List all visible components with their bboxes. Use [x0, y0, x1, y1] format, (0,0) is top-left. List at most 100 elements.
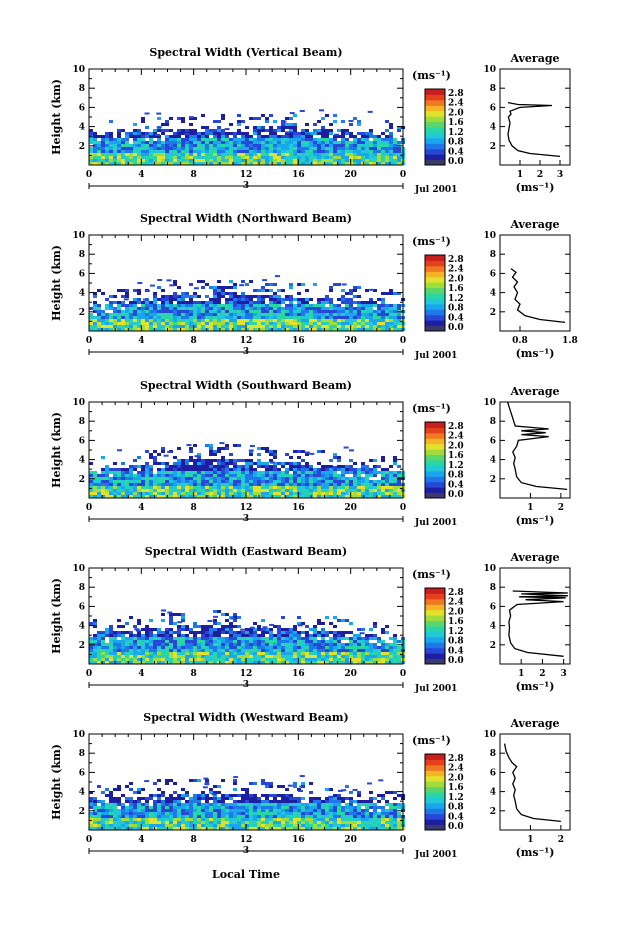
x-tick-label: 12: [240, 835, 253, 845]
heatmap-cells: [89, 109, 405, 165]
colorbar-tick-label: 2.0: [448, 441, 464, 451]
colorbar-segment: [425, 438, 445, 445]
colorbar-segment: [425, 620, 445, 627]
colorbar-tick-label: 0.8: [448, 803, 464, 813]
colorbar-segment: [425, 819, 445, 826]
x-tick-label: 0: [400, 170, 406, 180]
profile-y-tick-label: 4: [490, 289, 496, 299]
colorbar-segment: [425, 764, 445, 771]
profile-y-tick-label: 8: [490, 583, 496, 593]
profile-y-tick-label: 6: [490, 269, 496, 279]
heatmap-cells: [89, 609, 405, 664]
colorbar-segment: [425, 636, 445, 643]
x-tick-label: 4: [138, 835, 144, 845]
y-tick-label: 2: [79, 641, 85, 651]
profile-x-tick-label: 2: [558, 835, 564, 845]
colorbar-tick-label: 0.4: [448, 646, 464, 656]
heatmap-cells: [89, 442, 405, 498]
y-tick-label: 4: [79, 123, 85, 133]
colorbar-tick-label: 1.6: [448, 118, 464, 128]
x-tick-label: 12: [240, 336, 253, 346]
colorbar-segment: [425, 143, 445, 150]
colorbar-segment: [425, 276, 445, 283]
colorbar-segment: [425, 786, 445, 793]
profile-x-label: (ms⁻¹): [516, 846, 555, 859]
x-tick-label: 8: [191, 170, 197, 180]
profile-x-tick-label: 1.8: [562, 336, 578, 346]
profile-title: Average: [509, 717, 559, 730]
x-tick-label: 20: [344, 669, 357, 679]
y-tick-label: 2: [79, 142, 85, 152]
colorbar-segment: [425, 642, 445, 649]
colorbar-unit: (ms⁻¹): [412, 568, 451, 581]
profile-line: [506, 401, 568, 491]
x-tick-label: 4: [138, 503, 144, 513]
colorbar-tick-label: 1.6: [448, 284, 464, 294]
y-ticks: 2 4 6 8 10: [72, 564, 403, 655]
colorbar: (ms⁻¹) 0.00.40.81.21.62.02.42.8: [412, 402, 464, 500]
x-ticks: 0 4 8 12 16 20 0: [86, 734, 406, 845]
colorbar-segment: [425, 427, 445, 434]
y-tick-label: 10: [72, 564, 85, 574]
y-tick-label: 10: [72, 65, 85, 75]
colorbar-segment: [425, 260, 445, 267]
profile-title: Average: [509, 385, 559, 398]
profile-x-tick-label: 1: [518, 669, 524, 679]
colorbar-segment: [425, 476, 445, 483]
colorbar-segment: [425, 94, 445, 101]
date-label: Jul 2001: [414, 351, 457, 361]
chart-title: Spectral Width (Southward Beam): [140, 379, 352, 392]
colorbar-tick-label: 2.0: [448, 108, 464, 118]
profile-x-tick-label: 3: [557, 170, 563, 180]
colorbar-segment: [425, 481, 445, 488]
colorbar-tick-label: 0.4: [448, 147, 464, 157]
profile-y-tick-label: 2: [490, 641, 496, 651]
colorbar-tick-label: 0.4: [448, 812, 464, 822]
profile-x-tick-label: 1: [517, 170, 523, 180]
x-tick-label: 16: [292, 336, 305, 346]
colorbar-segment: [425, 287, 445, 294]
colorbar-segment: [425, 759, 445, 766]
colorbar-tick-label: 2.4: [448, 99, 464, 109]
colorbar-tick-label: 2.0: [448, 274, 464, 284]
day-marker: 3: [243, 846, 249, 856]
day-bar: 3 Jul 2001: [88, 181, 457, 195]
colorbar-segment: [425, 110, 445, 117]
colorbar-segment: [425, 626, 445, 632]
x-axis-label: Local Time: [212, 868, 280, 881]
colorbar-tick-label: 2.4: [448, 265, 464, 275]
colorbar-segment: [425, 148, 445, 155]
y-axis-label: Height (km): [50, 79, 63, 155]
y-tick-label: 8: [79, 749, 85, 759]
profile-y-tick-label: 8: [490, 250, 496, 260]
colorbar-tick-label: 2.8: [448, 422, 464, 432]
y-tick-label: 4: [79, 456, 85, 466]
x-tick-label: 4: [138, 669, 144, 679]
colorbar-tick-label: 2.4: [448, 764, 464, 774]
day-bar: 3 Jul 2001: [88, 347, 457, 361]
colorbar-segment: [425, 265, 445, 272]
colorbar-tick-label: 2.8: [448, 588, 464, 598]
y-tick-label: 2: [79, 475, 85, 485]
colorbar-tick-label: 2.4: [448, 432, 464, 442]
profile-frame: [499, 401, 571, 499]
y-axis-label: Height (km): [50, 245, 63, 321]
colorbar-segment: [425, 492, 445, 499]
average-profile: Average 2 4 6 8 10 0.8 1.8 (ms⁻¹): [483, 218, 577, 360]
profile-y-tick-label: 6: [490, 768, 496, 778]
colorbar-segment: [425, 653, 445, 660]
colorbar-segment: [425, 159, 445, 166]
x-tick-label: 20: [344, 170, 357, 180]
colorbar-tick-label: 0.8: [448, 471, 464, 481]
date-label: Jul 2001: [414, 684, 457, 694]
colorbar-segment: [425, 754, 445, 760]
x-tick-label: 0: [400, 336, 406, 346]
profile-y-tick-label: 6: [490, 103, 496, 113]
profile-y-tick-label: 4: [490, 456, 496, 466]
x-ticks: 0 4 8 12 16 20 0: [86, 235, 406, 346]
colorbar-segment: [425, 127, 445, 133]
